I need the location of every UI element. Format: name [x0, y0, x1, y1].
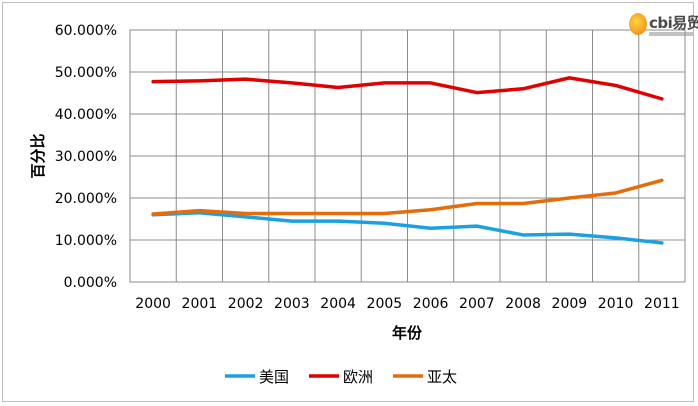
x-tick-label: 2007	[459, 296, 495, 312]
x-tick-label: 2006	[413, 296, 449, 312]
logo-text: cbi易贸	[649, 14, 698, 32]
x-tick-labels: 2000 2001 2002 2003 2004 2005 2006 2007 2008 2009…	[135, 296, 679, 312]
y-axis-title: 百分比	[29, 133, 47, 178]
legend-label: 亚太	[427, 368, 457, 386]
legend-label: 欧洲	[343, 368, 373, 386]
series-line-亚太	[151, 178, 664, 216]
logo-tagline-graphic	[649, 32, 693, 36]
x-tick-label: 2010	[598, 296, 634, 312]
series-line-欧洲	[151, 76, 664, 101]
x-tick-label: 2000	[135, 296, 171, 312]
x-tick-label: 2004	[320, 296, 356, 312]
y-tick-label: 60.000%	[55, 23, 117, 39]
logo-icon	[629, 13, 647, 35]
x-tick-label: 2002	[228, 296, 264, 312]
y-tick-label: 40.000%	[55, 107, 117, 123]
x-axis-title: 年份	[392, 324, 423, 342]
y-tick-label: 10.000%	[55, 233, 117, 249]
legend-label: 美国	[259, 368, 289, 386]
y-tick-label: 20.000%	[55, 191, 117, 207]
y-tick-labels: 0.000% 10.000% 20.000% 30.000% 40.000% 50.000…	[55, 23, 117, 291]
x-tick-label: 2011	[644, 296, 680, 312]
grid-lines	[130, 29, 685, 283]
y-tick-label: 30.000%	[55, 149, 117, 165]
x-tick-label: 2009	[552, 296, 588, 312]
series-line-美国	[151, 210, 664, 245]
line-chart: 0.000% 10.000% 20.000% 30.000% 40.000% 50.000…	[29, 23, 686, 386]
x-tick-label: 2008	[505, 296, 541, 312]
y-tick-label: 0.000%	[64, 275, 117, 291]
x-tick-label: 2001	[182, 296, 218, 312]
y-tick-label: 50.000%	[55, 65, 117, 81]
x-tick-label: 2003	[274, 296, 310, 312]
x-tick-label: 2005	[367, 296, 403, 312]
series-lines	[151, 76, 664, 245]
brand-logo: cbi易贸	[629, 11, 698, 41]
legend: 美国 欧洲 亚太	[225, 368, 457, 386]
